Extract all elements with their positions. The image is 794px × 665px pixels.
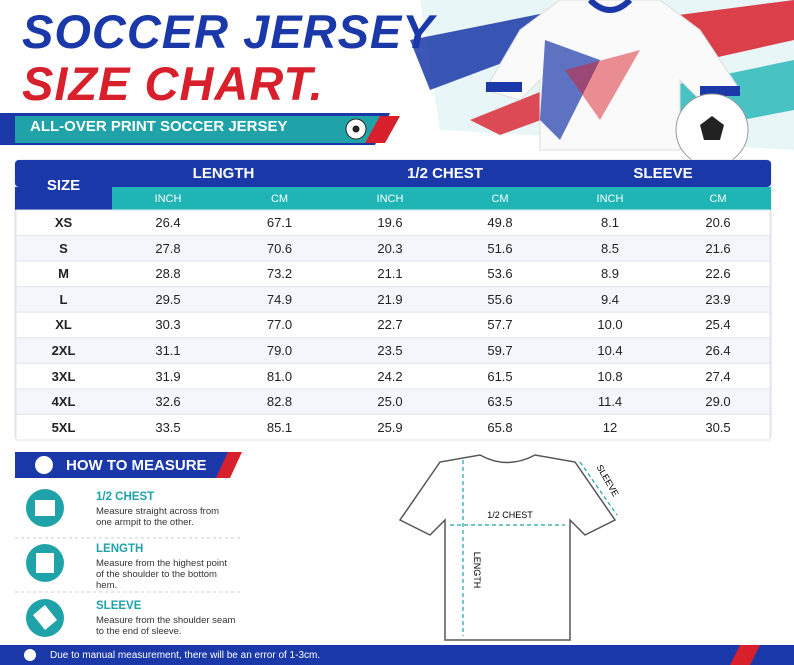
row-background	[15, 388, 771, 415]
row-background	[15, 286, 771, 313]
table-cell: 25.4	[705, 317, 731, 333]
table-cell: 27.8	[155, 240, 181, 256]
table-cell: 30.3	[155, 317, 181, 333]
group-header: SLEEVE	[633, 165, 693, 182]
table-cell: 79.0	[266, 343, 293, 359]
row-background	[15, 413, 771, 441]
table-cell: 61.5	[487, 368, 513, 384]
row-background	[15, 260, 771, 288]
table-cell: 32.6	[155, 394, 181, 410]
table-cell: 63.5	[487, 394, 513, 410]
table-cell: 25.9	[377, 419, 403, 435]
table-cell: 57.7	[487, 317, 513, 333]
size-cell: XS	[54, 215, 73, 231]
table-cell: 85.1	[266, 419, 293, 435]
table-cell: 25.0	[377, 394, 403, 410]
unit-header: CM	[270, 192, 289, 205]
table-cell: 20.6	[705, 215, 731, 231]
table-cell: 53.6	[487, 266, 513, 282]
table-cell: 8.1	[600, 215, 620, 231]
table-cell: 20.3	[377, 240, 403, 256]
size-header: SIZE	[46, 176, 81, 194]
size-cell: XL	[55, 317, 72, 333]
table-cell: 26.4	[705, 343, 731, 359]
size-cell: L	[59, 291, 68, 307]
table-cell: 22.7	[377, 317, 403, 333]
row-background	[15, 337, 771, 364]
table-cell: 23.9	[705, 291, 731, 307]
group-header: LENGTH	[192, 165, 255, 182]
table-cell: 74.9	[266, 291, 293, 307]
table-cell: 26.4	[155, 215, 181, 231]
table-cell: 27.4	[705, 368, 731, 384]
measure-text: Measure straight across from one armpit …	[96, 506, 220, 528]
subtitle: ALL-OVER PRINT SOCCER JERSEY	[30, 118, 288, 135]
diagram-label: SLEEVE	[595, 463, 621, 498]
table-cell: 59.7	[487, 343, 513, 359]
table-cell: 21.9	[377, 291, 403, 307]
title: SOCCER JERSEY	[22, 5, 435, 58]
table-cell: 8.9	[600, 266, 620, 282]
unit-header: CM	[709, 192, 727, 205]
table-cell: 8.5	[600, 240, 620, 256]
diagram-label: LENGTH	[472, 552, 482, 589]
diagram-label: 1/2 CHEST	[487, 510, 533, 520]
table-cell: 24.2	[377, 368, 403, 384]
table-cell: 10.4	[597, 343, 623, 359]
table-cell: 22.6	[705, 266, 731, 282]
size-cell: 3XL	[51, 368, 76, 384]
size-cell: 2XL	[51, 343, 76, 359]
unit-header: CM	[491, 192, 509, 205]
measure-title: SLEEVE	[96, 600, 142, 612]
table-cell: 77.0	[266, 317, 293, 333]
table-cell: 21.1	[377, 266, 403, 282]
table-cell: 81.0	[266, 368, 293, 384]
unit-header: INCH	[376, 192, 404, 205]
table-cell: 33.5	[155, 419, 181, 435]
unit-header: INCH	[596, 192, 624, 205]
measure-title: 1/2 CHEST	[96, 491, 155, 503]
table-cell: 29.5	[155, 291, 181, 307]
measure-text: Measure from the shoulder seam to the en…	[96, 615, 236, 637]
measure-title: LENGTH	[96, 543, 144, 555]
table-cell: 82.8	[266, 394, 293, 410]
size-cell: M	[58, 266, 69, 282]
table-cell: 51.6	[487, 240, 513, 256]
table-cell: 9.4	[600, 291, 620, 307]
table-cell: 49.8	[487, 215, 513, 231]
row-background	[15, 235, 771, 262]
table-cell: 31.9	[155, 368, 181, 384]
table-cell: 29.0	[705, 394, 731, 410]
table-cell: 11.4	[597, 394, 623, 410]
table-cell: 23.5	[377, 343, 403, 359]
table-cell: 65.8	[487, 419, 513, 435]
table-cell: 21.6	[705, 240, 731, 256]
table-cell: 73.2	[266, 266, 293, 282]
size-cell: 5XL	[51, 419, 76, 435]
table-cell: 28.8	[155, 266, 181, 282]
footer-note: Due to manual measurement, there will be…	[50, 650, 321, 661]
title: SIZE CHART.	[22, 57, 324, 110]
unit-header: INCH	[154, 192, 182, 205]
group-header: 1/2 CHEST	[407, 165, 483, 182]
table-cell: 70.6	[266, 240, 293, 256]
table-cell: 67.1	[266, 215, 293, 231]
table-cell: 10.8	[597, 368, 623, 384]
size-cell: S	[59, 240, 68, 256]
table-cell: 19.6	[377, 215, 403, 231]
table-cell: 10.0	[597, 317, 623, 333]
table-cell: 31.1	[155, 343, 181, 359]
measure-text: Measure from the highest point of the sh…	[96, 558, 227, 591]
section-title: HOW TO MEASURE	[66, 457, 207, 474]
table-cell: 55.6	[487, 291, 513, 307]
size-cell: 4XL	[51, 394, 76, 410]
table-cell: 30.5	[705, 419, 731, 435]
table-cell: 12	[602, 419, 618, 435]
